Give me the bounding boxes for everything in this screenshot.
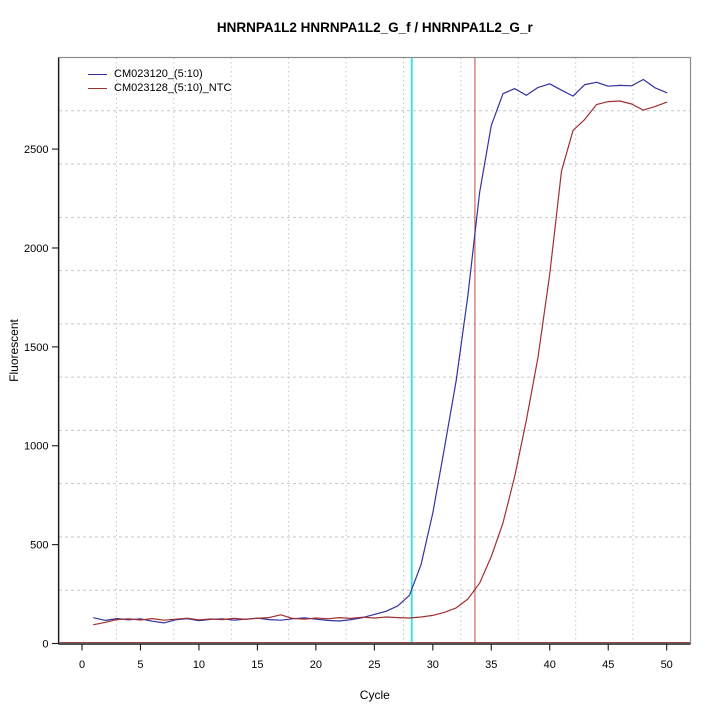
x-tick-label: 25 bbox=[368, 659, 380, 671]
y-tick-label: 2500 bbox=[24, 144, 48, 156]
y-tick-label: 500 bbox=[30, 540, 48, 552]
x-tick-label: 15 bbox=[251, 659, 263, 671]
legend-item-2: CM023128_(5:10)_NTC bbox=[88, 81, 231, 95]
legend-label-series2: CM023128_(5:10)_NTC bbox=[114, 82, 232, 94]
y-axis-label: Fluorescent bbox=[7, 318, 21, 381]
x-tick-label: 35 bbox=[485, 659, 497, 671]
y-tick-label: 0 bbox=[42, 639, 48, 651]
series2-line-swatch bbox=[88, 87, 107, 89]
frame-layer bbox=[57, 56, 692, 645]
x-tick-label: 30 bbox=[427, 659, 439, 671]
series-line-1 bbox=[93, 78, 668, 624]
marker-layer bbox=[59, 57, 691, 644]
series1-line-swatch bbox=[88, 73, 107, 75]
grid-layer bbox=[59, 57, 691, 644]
x-tick-label: 0 bbox=[79, 659, 85, 671]
series-line-2 bbox=[93, 100, 668, 626]
x-tick-label: 50 bbox=[661, 659, 673, 671]
x-tick-label: 5 bbox=[137, 659, 143, 671]
x-axis-label: Cycle bbox=[360, 688, 390, 702]
x-tick-label: 40 bbox=[544, 659, 556, 671]
legend-item-1: CM023120_(5:10) bbox=[88, 67, 231, 81]
y-tick-label: 2000 bbox=[24, 243, 48, 255]
x-tick-label: 10 bbox=[193, 659, 205, 671]
x-tick-label: 20 bbox=[310, 659, 322, 671]
plot-box bbox=[58, 56, 692, 645]
chart-title: HNRNPA1L2 HNRNPA1L2_G_f / HNRNPA1L2_G_r bbox=[217, 20, 534, 35]
legend: CM023120_(5:10) CM023128_(5:10)_NTC bbox=[88, 67, 231, 95]
y-tick-label: 1500 bbox=[24, 342, 48, 354]
y-tick-label: 1000 bbox=[24, 441, 48, 453]
legend-label-series1: CM023120_(5:10) bbox=[114, 68, 203, 80]
series-layer bbox=[93, 78, 668, 626]
x-tick-label: 45 bbox=[602, 659, 614, 671]
